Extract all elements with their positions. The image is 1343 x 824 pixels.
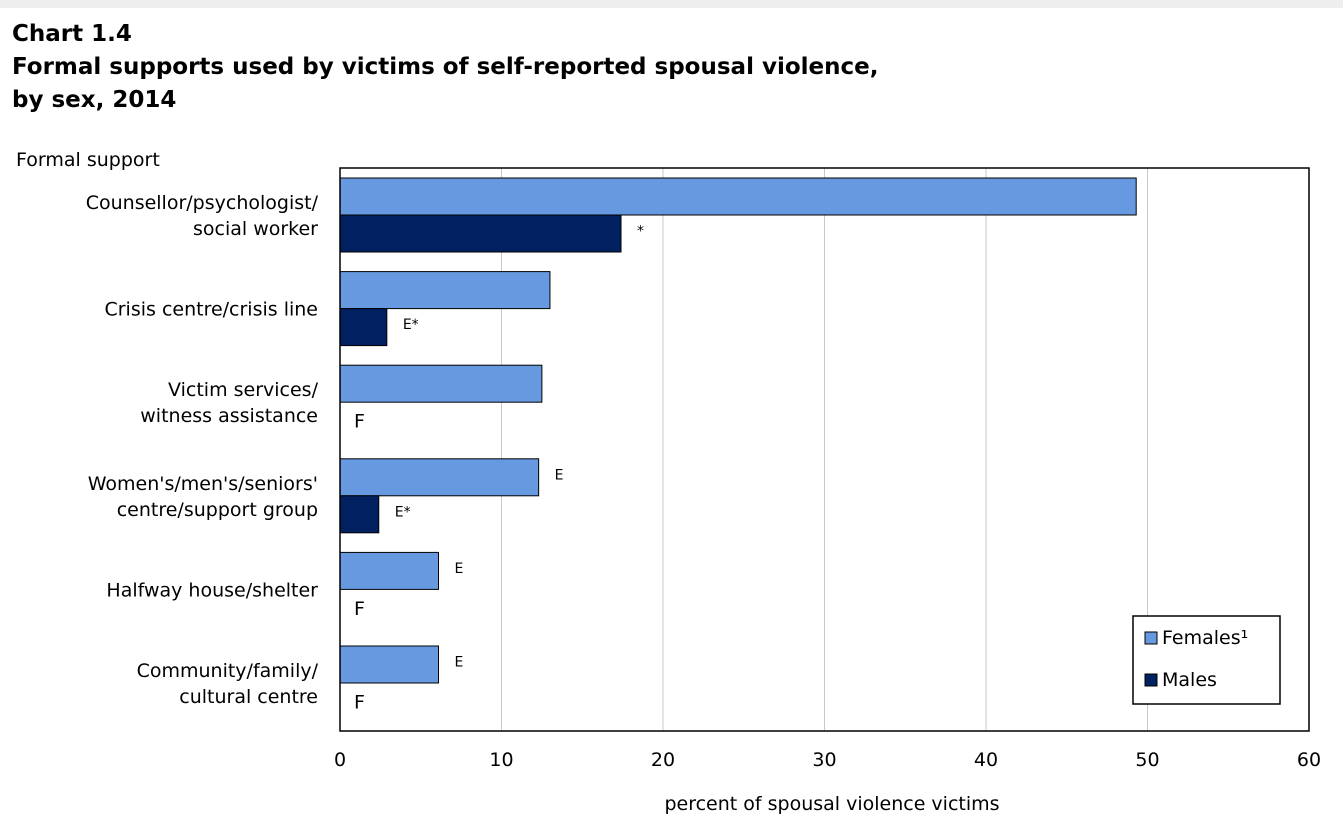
category-label-2-1: witness assistance (140, 405, 318, 427)
x-tick-label-5: 50 (1135, 749, 1159, 771)
category-label-1-0: Crisis centre/crisis line (104, 299, 318, 321)
legend-label-1: Males (1162, 669, 1217, 691)
data-flag-0-4: E (455, 561, 464, 577)
chart-title: Chart 1.4 Formal supports used by victim… (12, 18, 878, 117)
data-flag-1-4: F (354, 598, 365, 620)
legend-swatch-1 (1144, 673, 1158, 687)
data-flag-1-2: F (354, 411, 365, 433)
bar-females-2 (339, 364, 543, 403)
legend-box (1132, 615, 1281, 705)
x-tick-label-6: 60 (1297, 749, 1321, 771)
category-label-3-1: centre/support group (117, 499, 318, 521)
x-tick-label-1: 10 (489, 749, 513, 771)
y-axis-label: Formal support (16, 149, 160, 171)
category-label-0-1: social worker (193, 218, 318, 240)
legend-swatch-0 (1144, 631, 1158, 645)
category-label-4-0: Halfway house/shelter (106, 579, 318, 601)
chart-title-line-2: by sex, 2014 (12, 87, 177, 113)
x-tick-label-3: 30 (812, 749, 836, 771)
x-tick-label-4: 40 (974, 749, 998, 771)
data-flag-0-5: E (455, 655, 464, 671)
category-label-2-0: Victim services/ (168, 379, 319, 401)
bar-females-4 (339, 551, 440, 590)
category-label-5-0: Community/family/ (137, 660, 319, 682)
plot-frame (339, 167, 1310, 732)
bar-males-1 (339, 308, 388, 347)
data-flag-0-3: E (555, 467, 564, 483)
category-label-5-1: cultural centre (179, 686, 318, 708)
category-label-0-0: Counsellor/psychologist/ (86, 192, 319, 214)
bar-males-0 (339, 214, 622, 253)
data-flag-1-5: F (354, 692, 365, 714)
data-flag-1-1: E* (403, 317, 419, 333)
bar-females-3 (339, 458, 540, 497)
bar-males-3 (339, 495, 380, 534)
legend-label-0: Females¹ (1162, 627, 1248, 649)
x-tick-label-2: 20 (651, 749, 675, 771)
bar-females-1 (339, 271, 551, 310)
chart-number: Chart 1.4 (12, 21, 132, 47)
category-label-3-0: Women's/men's/seniors' (88, 473, 318, 495)
bar-females-5 (339, 645, 440, 684)
data-flag-1-3: E* (395, 504, 411, 520)
x-axis-label: percent of spousal violence victims (664, 793, 999, 815)
top-frame-bar (0, 0, 1343, 8)
bar-females-0 (339, 177, 1137, 216)
data-flag-1-0: * (637, 224, 644, 240)
x-tick-label-0: 0 (334, 749, 346, 771)
chart-title-line-1: Formal supports used by victims of self-… (12, 54, 879, 80)
